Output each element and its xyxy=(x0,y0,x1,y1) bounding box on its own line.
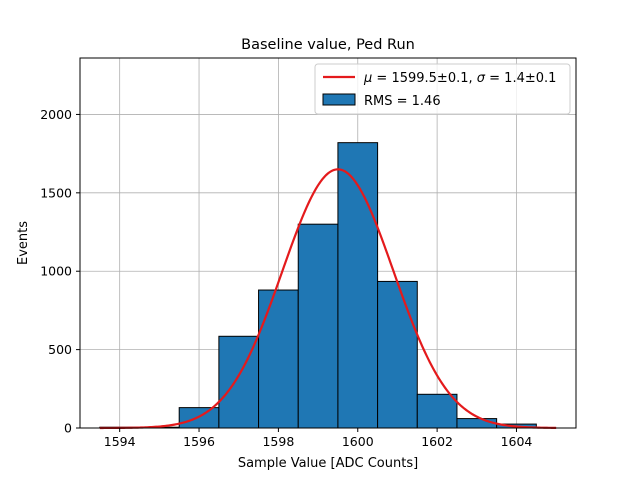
x-axis-ticks: 1594 1596 1598 1600 1602 1604 xyxy=(104,428,533,449)
histogram-bar xyxy=(258,289,299,429)
y-tick-label: 1500 xyxy=(40,185,72,200)
legend: μ = 1599.5±0.1, σ = 1.4±0.1 RMS = 1.46 xyxy=(314,63,571,115)
y-tick-label: 0 xyxy=(64,421,72,436)
x-tick-label: 1598 xyxy=(262,434,294,449)
histogram-bar xyxy=(456,418,498,429)
y-axis-label: Events xyxy=(16,221,31,265)
legend-histogram-label: RMS = 1.46 xyxy=(364,94,441,109)
fit-curve xyxy=(99,168,557,430)
histogram-bar xyxy=(297,223,339,429)
histogram-bars xyxy=(99,142,537,429)
x-tick-label: 1594 xyxy=(104,434,136,449)
y-tick-label: 2000 xyxy=(40,107,72,122)
histogram-bar xyxy=(416,393,458,429)
x-tick-label: 1596 xyxy=(183,434,215,449)
x-tick-label: 1604 xyxy=(501,434,533,449)
plot-frame xyxy=(79,57,577,429)
histogram-bar xyxy=(337,142,379,429)
y-tick-label: 1000 xyxy=(40,264,72,279)
histogram-bar xyxy=(377,280,418,429)
legend-fit-label: μ = 1599.5±0.1, σ = 1.4±0.1 xyxy=(363,71,556,86)
y-tick-label: 500 xyxy=(48,342,72,357)
gaussian-fit xyxy=(99,168,557,430)
x-tick-label: 1600 xyxy=(342,434,374,449)
x-axis-label: Sample Value [ADC Counts] xyxy=(238,456,418,471)
legend-box xyxy=(314,63,571,115)
chart-title: Baseline value, Ped Run xyxy=(241,37,415,53)
legend-histogram-swatch xyxy=(322,93,356,106)
x-tick-label: 1602 xyxy=(421,434,453,449)
y-axis-ticks: 0 500 1000 1500 2000 xyxy=(40,107,80,436)
